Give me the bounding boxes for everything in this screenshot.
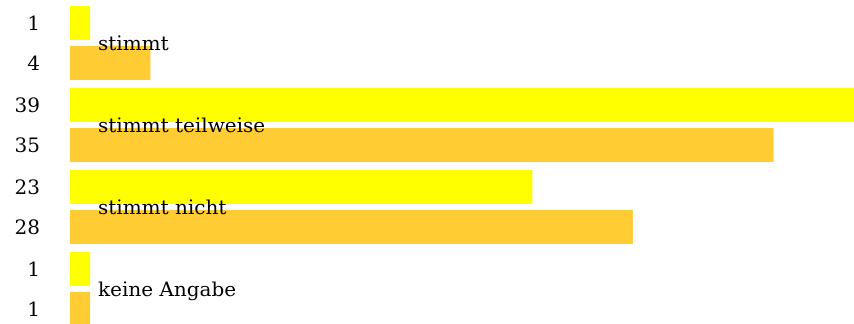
bar-1-series-0 [70, 88, 854, 122]
value-label-0-series-1: 4 [27, 51, 40, 75]
category-label-3: keine Angabe [98, 277, 236, 301]
bar-3-series-1 [70, 292, 91, 324]
bar-3-series-0 [70, 252, 91, 286]
category-label-0: stimmt [98, 31, 169, 55]
value-label-3-series-1: 1 [27, 297, 40, 321]
value-label-1-series-1: 35 [15, 133, 40, 157]
value-label-2-series-0: 23 [15, 175, 40, 199]
category-label-1: stimmt teilweise [98, 113, 265, 137]
value-label-2-series-1: 28 [15, 215, 40, 239]
bar-2-series-0 [70, 170, 533, 204]
bar-0-series-1 [70, 46, 151, 80]
bar-1-series-1 [70, 128, 774, 162]
value-label-0-series-0: 1 [27, 11, 40, 35]
value-label-1-series-0: 39 [15, 93, 40, 117]
bar-2-series-1 [70, 210, 633, 244]
category-label-2: stimmt nicht [98, 195, 226, 219]
bar-0-series-0 [70, 6, 91, 40]
value-label-3-series-0: 1 [27, 257, 40, 281]
